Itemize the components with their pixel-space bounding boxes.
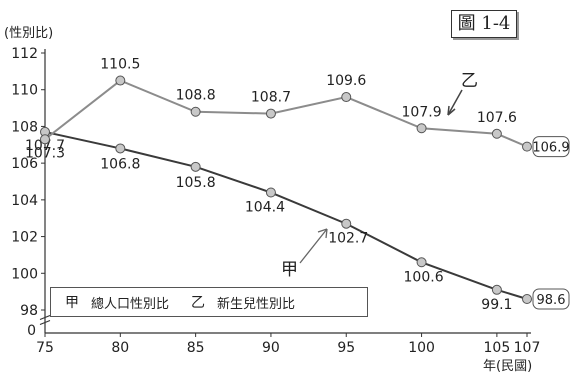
series-marker [265,108,276,119]
series-marker [265,187,276,198]
y-tick-label: 108 [11,119,38,135]
series-b-arrow [447,89,463,116]
data-label: 108.7 [251,90,291,106]
series-marker [491,284,502,295]
data-label: 108.8 [176,88,216,104]
legend-marker-total: 甲 [65,295,79,311]
series-line [44,130,528,300]
x-tick-label: 75 [36,340,54,356]
legend-label-newborn: 新生兒性別比 [217,296,296,312]
y-tick-label: 100 [11,266,38,282]
series-marker [190,161,201,172]
data-label: 102.7 [328,231,368,247]
series-marker [416,123,427,134]
data-label: 110.5 [100,57,140,73]
series-marker [416,257,427,268]
y-tick-label: 98 [20,303,38,319]
legend: 甲 總人口性別比 乙 新生兒性別比 [50,287,368,317]
data-label: 107.7 [25,138,65,154]
y-tick-label: 112 [11,46,38,62]
y-tick-label: 102 [11,230,38,246]
data-label: 107.6 [477,110,517,126]
x-tick-label: 105 [484,340,511,356]
series-marker [491,128,502,139]
data-label: 107.3 [25,145,65,161]
data-label: 107.9 [402,104,442,120]
x-tick-label: 100 [408,340,435,356]
data-label: 99.1 [481,297,512,313]
data-label: 105.8 [176,175,216,191]
series-marker [40,134,50,145]
series-marker [522,293,532,304]
series-marker [115,75,126,86]
series-a-annotation: 甲 [281,260,298,280]
data-label-box [532,136,570,158]
legend-label-total: 總人口性別比 [91,296,170,312]
series-b-arrowhead [447,105,456,116]
series-marker [522,141,532,152]
series-marker [341,218,352,229]
x-tick-label: 85 [187,340,205,356]
data-label: 100.6 [404,269,444,285]
y-axis-title: (性別比) [4,26,54,41]
series-b-annotation: 乙 [461,71,478,91]
data-label: 104.4 [245,200,285,216]
y-tick-label: 110 [11,83,38,99]
x-axis-title: 年(民國) [483,359,533,374]
y-axis-break-mark [39,314,51,326]
data-label-box [532,288,570,310]
series-line [44,79,528,148]
data-label: 98.6 [537,293,566,308]
data-label: 106.9 [532,141,569,156]
x-tick-label: 80 [111,340,129,356]
series-marker [190,106,201,117]
x-tick-label: 107 [514,340,541,356]
x-tick-label: 90 [262,340,280,356]
series-marker [115,143,126,154]
legend-marker-newborn: 乙 [191,295,206,311]
figure-label: 圖 1-4 [451,10,517,38]
y-tick-label: 104 [11,193,38,209]
data-label: 106.8 [100,156,140,172]
y-tick-label-zero: 0 [27,323,36,339]
series-a-arrow [299,228,328,264]
x-tick-label: 95 [337,340,355,356]
y-tick-label: 106 [11,156,38,172]
series-a-arrowhead [317,228,328,239]
data-label: 109.6 [326,73,366,89]
series-marker [341,92,352,103]
